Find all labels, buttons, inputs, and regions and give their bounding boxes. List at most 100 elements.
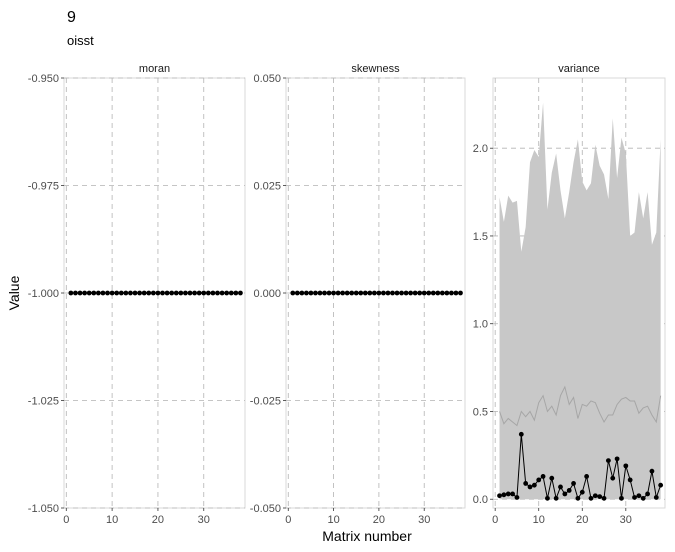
data-point — [160, 290, 165, 296]
x-tick-label: 0 — [285, 514, 291, 526]
data-point — [128, 290, 133, 296]
y-axis-title: Value — [6, 275, 22, 310]
data-point — [215, 290, 220, 296]
data-point — [100, 290, 106, 296]
y-tick-label: 0.0 — [473, 494, 488, 506]
y-tick-label: -0.050 — [250, 503, 281, 515]
data-point — [86, 290, 92, 296]
y-tick-label: -0.025 — [250, 396, 281, 408]
x-tick-label: 10 — [533, 514, 545, 526]
panel-variance: variance 0.0 0.5 1.0 1.5 2.0 0 10 20 30 — [473, 63, 666, 526]
data-point — [91, 290, 97, 296]
data-point — [335, 290, 341, 296]
data-point — [313, 290, 318, 296]
data-point — [192, 290, 197, 296]
data-point — [201, 290, 207, 296]
data-point — [588, 495, 594, 501]
data-point — [408, 290, 414, 296]
data-point — [114, 290, 120, 296]
y-tick-label: 1.5 — [473, 231, 488, 243]
x-tick-label: 20 — [373, 514, 385, 526]
data-point — [183, 290, 188, 296]
data-point — [394, 290, 400, 296]
data-point — [205, 290, 211, 296]
data-point — [421, 290, 427, 296]
data-point — [173, 290, 179, 296]
data-point — [571, 481, 576, 486]
data-point — [458, 290, 463, 296]
data-point — [77, 290, 83, 296]
data-point — [439, 290, 445, 296]
data-point — [178, 290, 184, 296]
data-point — [627, 477, 633, 483]
data-point — [623, 463, 629, 469]
x-tick-label: 30 — [418, 514, 430, 526]
data-point — [540, 474, 546, 479]
data-point — [444, 290, 450, 296]
data-point — [430, 290, 436, 296]
data-point — [610, 475, 616, 481]
data-point — [523, 481, 529, 486]
data-point — [381, 290, 386, 296]
data-point — [331, 290, 336, 296]
data-point — [367, 290, 373, 296]
data-point — [632, 495, 637, 500]
y-tick-label: -1.050 — [28, 503, 59, 515]
data-point — [169, 290, 175, 296]
data-point — [403, 290, 409, 296]
strip-label-moran: moran — [139, 63, 170, 75]
data-point — [553, 495, 559, 501]
x-tick-label: 0 — [492, 514, 498, 526]
data-point — [376, 290, 382, 296]
data-point — [322, 290, 327, 296]
x-tick-label: 30 — [198, 514, 210, 526]
data-point — [137, 290, 143, 296]
strip-label-skewness: skewness — [351, 63, 400, 75]
data-point — [358, 290, 364, 296]
data-point — [584, 474, 590, 479]
data-point — [109, 290, 115, 296]
data-point — [340, 290, 346, 296]
data-point — [531, 482, 537, 488]
variance-ribbon — [499, 102, 661, 500]
data-point — [601, 495, 607, 501]
data-point — [105, 290, 110, 296]
data-point — [294, 290, 300, 296]
data-point — [518, 431, 524, 437]
data-point — [636, 493, 642, 499]
data-point — [303, 290, 309, 296]
data-point — [155, 290, 161, 296]
data-point — [95, 290, 101, 296]
data-point — [653, 495, 659, 500]
y-tick-label: 0.5 — [473, 406, 488, 418]
data-point — [435, 290, 441, 296]
x-axis-title: Matrix number — [322, 528, 412, 544]
data-point — [497, 493, 502, 499]
data-point — [566, 488, 572, 493]
data-point — [353, 290, 359, 296]
panel-skewness: skewness -0.050 -0.025 0.000 0.025 0.050 0 10 2… — [250, 63, 466, 526]
data-point — [592, 493, 598, 499]
x-tick-label: 20 — [152, 514, 164, 526]
y-tick-label: 2.0 — [473, 143, 488, 155]
data-point — [326, 290, 332, 296]
data-point — [299, 290, 305, 296]
y-tick-label: 0.000 — [253, 288, 281, 300]
data-point — [501, 492, 507, 498]
data-point — [453, 290, 459, 296]
y-tick-label: -0.975 — [28, 181, 59, 193]
data-point — [579, 489, 585, 495]
data-point — [385, 290, 391, 296]
x-tick-label: 30 — [620, 514, 632, 526]
data-point — [82, 290, 88, 296]
data-point — [614, 456, 620, 462]
data-point — [219, 290, 225, 296]
data-point — [417, 290, 423, 296]
y-tick-label: 1.0 — [473, 319, 488, 331]
data-point — [371, 290, 377, 296]
variance-mid-line — [499, 385, 662, 427]
data-point — [558, 484, 563, 490]
data-point — [228, 290, 234, 296]
data-point — [575, 495, 581, 501]
